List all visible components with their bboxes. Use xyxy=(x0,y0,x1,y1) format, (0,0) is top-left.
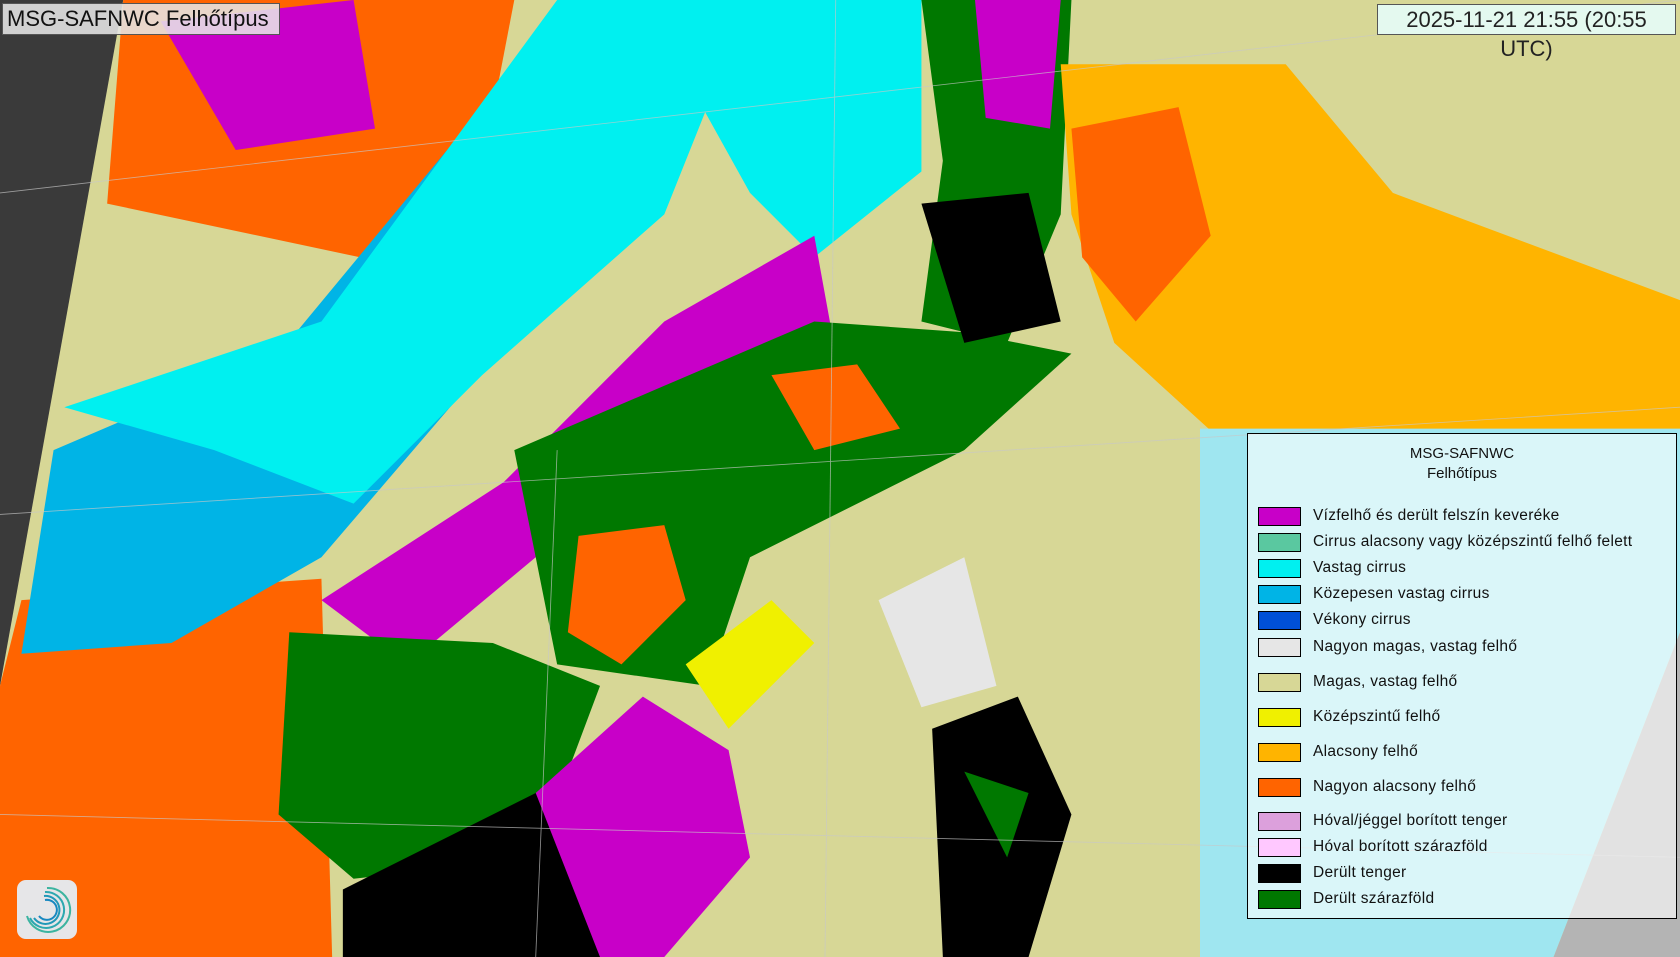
legend-label: Vastag cirrus xyxy=(1313,559,1407,576)
map-title: MSG-SAFNWC Felhőtípus xyxy=(2,3,280,35)
legend-swatch xyxy=(1258,889,1301,909)
legend-swatch xyxy=(1258,532,1301,552)
legend-item: Magas, vastag felhő xyxy=(1258,672,1457,692)
legend-item: Középszintű felhő xyxy=(1258,707,1440,727)
legend-label: Hóval borított szárazföld xyxy=(1313,838,1488,855)
legend-item: Vékony cirrus xyxy=(1258,610,1411,630)
logo-arc xyxy=(38,898,58,921)
graticule-line xyxy=(535,450,558,957)
legend-item: Derült tenger xyxy=(1258,863,1407,883)
legend-label: Cirrus alacsony vagy középszintű felhő f… xyxy=(1313,533,1633,550)
legend-swatch xyxy=(1258,742,1301,762)
region-very-low-cloud-atlantic xyxy=(0,578,333,957)
region-clear-land-iberia xyxy=(278,632,600,879)
legend-label: Középszintű felhő xyxy=(1313,708,1441,725)
legend-item: Hóval/jéggel borított tenger xyxy=(1258,811,1508,831)
legend-item: Közepesen vastag cirrus xyxy=(1258,584,1490,604)
region-very-low-east xyxy=(1071,107,1211,322)
legend-label: Derült tenger xyxy=(1313,864,1407,881)
legend-title: MSG-SAFNWC xyxy=(1409,445,1515,462)
region-thick-cirrus-north xyxy=(642,0,922,258)
legend-label: Hóval/jéggel borított tenger xyxy=(1313,812,1508,829)
region-very-low-france xyxy=(567,525,686,665)
graticule-line xyxy=(0,406,1680,515)
region-mixed-north xyxy=(160,0,375,151)
legend-label: Magas, vastag felhő xyxy=(1313,673,1458,690)
legend-item: Alacsony felhő xyxy=(1258,742,1418,762)
timestamp: 2025-11-21 21:55 (20:55 UTC) xyxy=(1377,4,1676,61)
region-very-high-cloud xyxy=(878,557,997,708)
legend-swatch xyxy=(1258,863,1301,883)
legend-item: Nagyon alacsony felhő xyxy=(1258,777,1476,797)
legend-swatch xyxy=(1258,777,1301,797)
legend-item: Derült szárazföld xyxy=(1258,889,1434,909)
legend-swatch xyxy=(1258,506,1301,526)
legend-item: Nagyon magas, vastag felhő xyxy=(1258,637,1517,657)
legend-item: Cirrus alacsony vagy középszintű felhő f… xyxy=(1258,532,1632,552)
graticule-line xyxy=(824,0,837,957)
region-thick-cirrus xyxy=(64,0,751,504)
legend-swatch xyxy=(1258,584,1301,604)
region-mid-level-streaks xyxy=(685,600,815,729)
legend-swatch xyxy=(1258,837,1301,857)
region-clear-sea-baltic xyxy=(921,192,1061,343)
legend-label: Vízfelhő és derült felszín keveréke xyxy=(1313,507,1560,524)
legend-item: Vastag cirrus xyxy=(1258,558,1406,578)
legend-item: Hóval borított szárazföld xyxy=(1258,837,1488,857)
legend-label: Alacsony felhő xyxy=(1313,743,1419,760)
legend-swatch xyxy=(1258,637,1301,657)
offdisk-area xyxy=(0,0,124,686)
legend: MSG-SAFNWC Felhőtípus Vízfelhő és derült… xyxy=(1247,433,1677,919)
legend-label: Közepesen vastag cirrus xyxy=(1313,585,1490,602)
region-low-cloud-east xyxy=(1060,64,1680,451)
legend-swatch xyxy=(1258,707,1301,727)
legend-swatch xyxy=(1258,558,1301,578)
legend-swatch xyxy=(1258,672,1301,692)
legend-label: Nagyon magas, vastag felhő xyxy=(1313,638,1518,655)
logo-arc xyxy=(26,886,72,933)
legend-subtitle: Felhőtípus xyxy=(1426,465,1498,482)
region-clear-land-italy xyxy=(964,771,1029,858)
legend-item: Vízfelhő és derült felszín keveréke xyxy=(1258,506,1560,526)
swirl-logo-icon xyxy=(17,880,77,939)
region-very-low-germany xyxy=(771,364,900,451)
legend-label: Nagyon alacsony felhő xyxy=(1313,778,1477,795)
legend-swatch xyxy=(1258,610,1301,630)
legend-label: Vékony cirrus xyxy=(1313,611,1411,628)
legend-swatch xyxy=(1258,811,1301,831)
legend-label: Derült szárazföld xyxy=(1313,890,1435,907)
region-mixed-med xyxy=(535,696,750,957)
region-mixed-scandinavia xyxy=(975,0,1061,129)
logo-arc xyxy=(33,894,61,925)
logo-arc xyxy=(29,890,66,929)
